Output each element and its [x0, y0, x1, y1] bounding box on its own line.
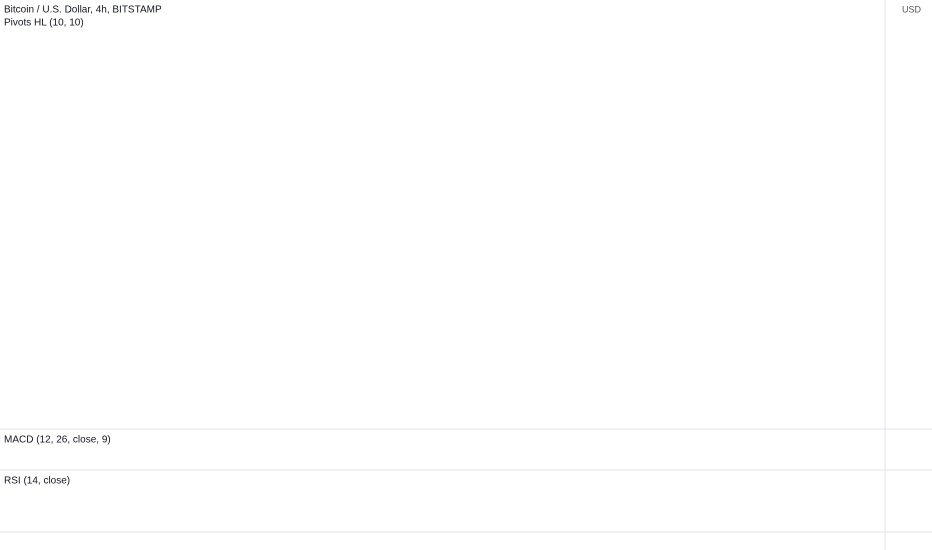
currency: USD: [902, 4, 922, 14]
chart-title: Bitcoin / U.S. Dollar, 4h, BITSTAMP: [4, 5, 162, 16]
indicator-title: Pivots HL (10, 10): [4, 18, 84, 29]
macd-title: MACD (12, 26, close, 9): [4, 435, 111, 446]
rsi-title: RSI (14, close): [4, 476, 70, 487]
